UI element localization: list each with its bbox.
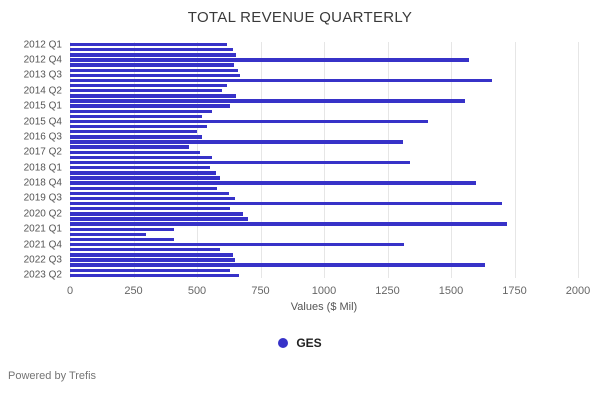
bar-2012-q4 bbox=[70, 58, 469, 62]
x-axis-title: Values ($ Mil) bbox=[290, 301, 358, 313]
x-tick-label: 250 bbox=[124, 285, 143, 297]
bar-2016-q2 bbox=[70, 130, 197, 134]
gridline bbox=[197, 42, 198, 278]
bar-2021-q1 bbox=[70, 227, 175, 231]
y-tick-label: 2016 Q3 bbox=[23, 131, 62, 143]
chart-title: TOTAL REVENUE QUARTERLY bbox=[187, 9, 413, 26]
bar-2017-q1 bbox=[70, 145, 190, 149]
bar-2020-q4 bbox=[70, 222, 507, 226]
y-tick-label: 2013 Q3 bbox=[23, 69, 62, 81]
bar-2017-q4 bbox=[70, 160, 411, 165]
bar-2018-q2 bbox=[70, 171, 217, 175]
x-tick-label: 750 bbox=[251, 285, 270, 297]
bar-2020-q2 bbox=[70, 212, 243, 216]
x-tick-label: 1000 bbox=[311, 285, 337, 297]
bar-2016-q3 bbox=[70, 135, 203, 139]
y-tick-label: 2020 Q2 bbox=[23, 208, 62, 220]
y-tick-label: 2012 Q4 bbox=[23, 54, 62, 66]
y-tick-label: 2022 Q3 bbox=[23, 254, 62, 266]
y-tick-label: 2023 Q2 bbox=[23, 269, 62, 281]
x-tick-label: 2000 bbox=[565, 285, 591, 297]
x-tick-label: 0 bbox=[66, 285, 74, 297]
bar-2022-q3 bbox=[70, 258, 236, 262]
bar-2016-q1 bbox=[70, 124, 208, 129]
bar-2023-q1 bbox=[70, 268, 231, 272]
bar-2023-q2 bbox=[70, 273, 239, 278]
bar-2021-q2 bbox=[70, 232, 147, 237]
gridline bbox=[451, 42, 452, 278]
bar-2016-q4 bbox=[70, 140, 403, 144]
bar-2021-q3 bbox=[70, 237, 175, 242]
y-tick-label: 2015 Q4 bbox=[23, 116, 62, 128]
bar-2022-q4 bbox=[70, 263, 486, 267]
legend-dot-icon bbox=[278, 338, 289, 348]
gridline bbox=[578, 42, 579, 278]
gridline bbox=[260, 42, 262, 278]
x-tick-label: 1500 bbox=[438, 285, 464, 297]
bar-2015-q3 bbox=[70, 114, 203, 119]
y-tick-label: 2021 Q1 bbox=[23, 223, 62, 235]
bar-2019-q4 bbox=[70, 201, 502, 206]
bar-2020-q1 bbox=[70, 207, 231, 211]
bar-2019-q3 bbox=[70, 196, 236, 201]
bar-2018-q1 bbox=[70, 165, 210, 170]
y-tick-label: 2021 Q4 bbox=[23, 239, 62, 251]
y-tick-label: 2014 Q2 bbox=[23, 85, 62, 97]
legend-label: GES bbox=[296, 336, 322, 350]
y-tick-label: 2018 Q4 bbox=[23, 177, 62, 189]
gridline bbox=[70, 42, 71, 278]
gridline bbox=[133, 42, 135, 278]
bar-2015-q4 bbox=[70, 119, 429, 124]
x-tick-label: 500 bbox=[187, 285, 207, 297]
powered-by-trefis: Powered by Trefis bbox=[8, 370, 97, 382]
bar-2018-q3 bbox=[70, 176, 220, 180]
y-tick-label: 2012 Q1 bbox=[23, 39, 62, 51]
bar-2022-q1 bbox=[70, 248, 220, 252]
y-tick-label: 2015 Q1 bbox=[23, 100, 62, 112]
bar-2012-q1 bbox=[70, 42, 228, 47]
bar-2014-q3 bbox=[70, 94, 237, 98]
bar-2012-q3 bbox=[70, 53, 237, 57]
legend-item-ges[interactable]: GES bbox=[0, 336, 600, 350]
bar-2022-q2 bbox=[70, 253, 233, 257]
bar-2019-q2 bbox=[70, 191, 229, 196]
y-axis-labels: 2012 Q1 2012 Q4 2013 Q3 2014 Q2 2015 Q1 2015 … bbox=[0, 39, 62, 281]
gridline bbox=[387, 42, 389, 278]
bar-2021-q4 bbox=[70, 242, 404, 247]
bar-2012-q2 bbox=[70, 47, 233, 52]
bar-2019-q1 bbox=[70, 186, 218, 190]
bar-2013-q4 bbox=[70, 78, 492, 83]
bar-2014-q4 bbox=[70, 99, 465, 103]
y-tick-label: 2017 Q2 bbox=[23, 146, 62, 158]
gridline bbox=[514, 42, 516, 278]
bar-2017-q2 bbox=[70, 150, 200, 154]
gridline bbox=[324, 42, 325, 278]
bar-2015-q1 bbox=[70, 104, 231, 108]
bar-2013-q2 bbox=[70, 68, 238, 72]
bar-2014-q2 bbox=[70, 89, 223, 93]
bar-2014-q1 bbox=[70, 83, 228, 88]
y-tick-label: 2018 Q1 bbox=[23, 162, 62, 174]
bar-2020-q3 bbox=[70, 217, 248, 221]
x-tick-label: 1250 bbox=[375, 285, 400, 297]
y-tick-label: 2019 Q3 bbox=[23, 192, 62, 204]
bar-2013-q1 bbox=[70, 63, 234, 67]
bar-2015-q2 bbox=[70, 109, 213, 113]
x-tick-label: 1750 bbox=[502, 285, 527, 297]
plot-area: 0 250 500 750 1000 1250 1500 1750 2000 bbox=[67, 42, 590, 297]
bar-2013-q3 bbox=[70, 73, 241, 78]
bar-2017-q3 bbox=[70, 155, 213, 160]
bar-2018-q4 bbox=[70, 181, 477, 185]
